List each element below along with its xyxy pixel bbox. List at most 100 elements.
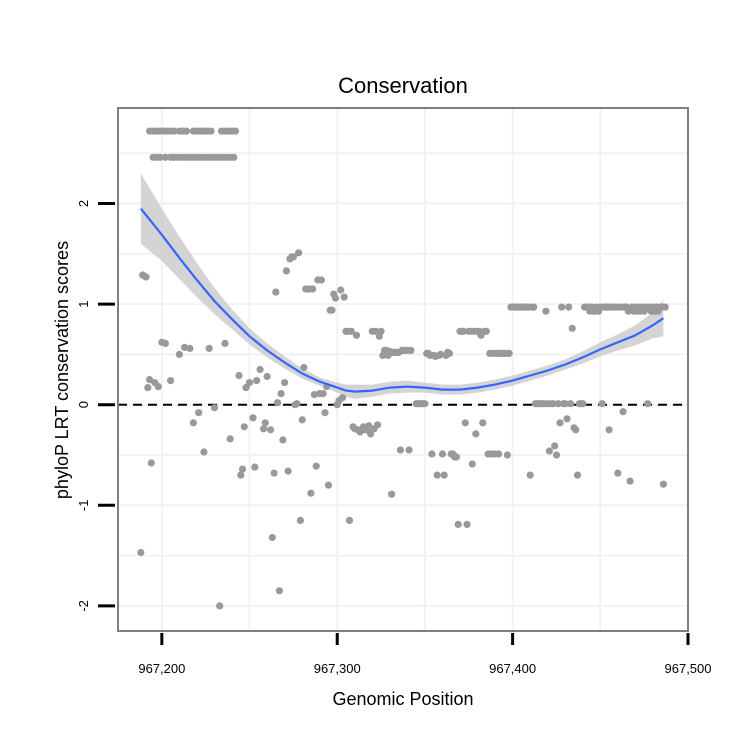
data-point xyxy=(260,425,268,433)
data-point xyxy=(554,400,562,408)
data-point xyxy=(552,451,561,459)
data-point xyxy=(558,303,566,311)
data-point xyxy=(261,419,269,427)
x-tick-label: 967,400 xyxy=(489,661,536,676)
data-point xyxy=(542,307,550,315)
data-point xyxy=(440,471,448,479)
data-point xyxy=(296,516,304,525)
data-point xyxy=(463,520,471,529)
data-point xyxy=(161,153,169,161)
data-point xyxy=(324,481,333,489)
data-point xyxy=(161,339,169,347)
data-point xyxy=(256,365,264,374)
data-point xyxy=(156,153,164,161)
data-point xyxy=(372,327,380,335)
data-points xyxy=(137,127,669,610)
data-point xyxy=(352,331,361,339)
data-point xyxy=(503,451,511,459)
data-point xyxy=(345,516,354,525)
data-point xyxy=(605,426,613,434)
data-point xyxy=(268,533,276,542)
data-point xyxy=(568,324,576,332)
x-axis-ticks: 967,200 967,300 967,400 967,500 xyxy=(138,633,712,676)
data-point xyxy=(249,414,257,422)
data-point xyxy=(235,371,243,380)
data-point xyxy=(321,409,329,417)
data-point xyxy=(405,446,413,454)
data-point xyxy=(186,344,194,352)
data-point xyxy=(661,303,669,311)
data-point xyxy=(238,465,247,473)
data-point xyxy=(231,127,240,135)
data-point xyxy=(210,404,219,412)
data-point xyxy=(505,349,513,357)
data-point xyxy=(328,306,336,314)
data-point xyxy=(146,376,154,384)
data-point xyxy=(298,416,306,424)
data-point xyxy=(309,285,317,293)
data-point xyxy=(147,459,155,467)
data-point xyxy=(230,153,238,161)
data-point xyxy=(195,409,203,417)
data-point xyxy=(284,467,292,475)
data-point xyxy=(312,462,320,470)
data-point xyxy=(549,400,557,408)
data-point xyxy=(221,339,229,347)
data-point xyxy=(295,249,303,257)
data-point xyxy=(421,400,429,408)
data-point xyxy=(144,384,152,392)
data-point xyxy=(237,471,245,479)
x-tick-label: 967,300 xyxy=(314,661,361,676)
data-point xyxy=(182,127,190,135)
y-axis-ticks: -2 -1 0 1 2 xyxy=(76,200,115,612)
chart-title: Conservation xyxy=(338,73,468,98)
data-point xyxy=(167,377,175,385)
data-point xyxy=(482,327,490,335)
x-tick-label: 967,500 xyxy=(665,661,712,676)
data-point xyxy=(242,384,250,392)
data-point xyxy=(216,602,224,610)
data-point xyxy=(282,267,290,275)
data-point xyxy=(573,471,582,479)
data-point xyxy=(461,419,469,427)
data-point xyxy=(495,450,503,458)
data-point xyxy=(189,419,197,427)
data-point xyxy=(175,350,183,358)
data-point xyxy=(479,419,487,427)
data-point xyxy=(445,349,454,357)
confidence-band-area xyxy=(140,173,664,399)
data-point xyxy=(530,303,538,311)
data-point xyxy=(170,127,178,135)
data-point xyxy=(614,469,622,477)
data-point xyxy=(337,286,345,294)
data-point xyxy=(526,471,534,479)
data-point xyxy=(251,463,259,471)
data-point xyxy=(433,471,441,479)
data-point xyxy=(374,421,382,429)
data-point xyxy=(270,469,278,477)
data-point xyxy=(279,436,287,444)
data-point xyxy=(468,460,476,468)
data-point xyxy=(377,327,385,335)
data-point xyxy=(200,448,208,456)
data-point xyxy=(274,399,282,407)
data-point xyxy=(459,327,468,335)
data-point xyxy=(263,372,271,381)
data-point xyxy=(340,293,348,301)
data-point xyxy=(565,303,573,311)
data-point xyxy=(438,450,447,458)
data-point xyxy=(598,400,606,408)
data-point xyxy=(277,390,285,398)
plot-frame xyxy=(117,107,689,632)
data-point xyxy=(272,288,280,296)
data-point xyxy=(659,480,668,488)
data-point xyxy=(300,363,308,372)
data-point xyxy=(319,390,327,398)
y-tick-label: -2 xyxy=(76,600,91,612)
data-point xyxy=(566,400,575,408)
data-point xyxy=(275,587,283,595)
data-point xyxy=(226,435,234,443)
data-point xyxy=(205,344,213,352)
data-point xyxy=(561,400,569,408)
